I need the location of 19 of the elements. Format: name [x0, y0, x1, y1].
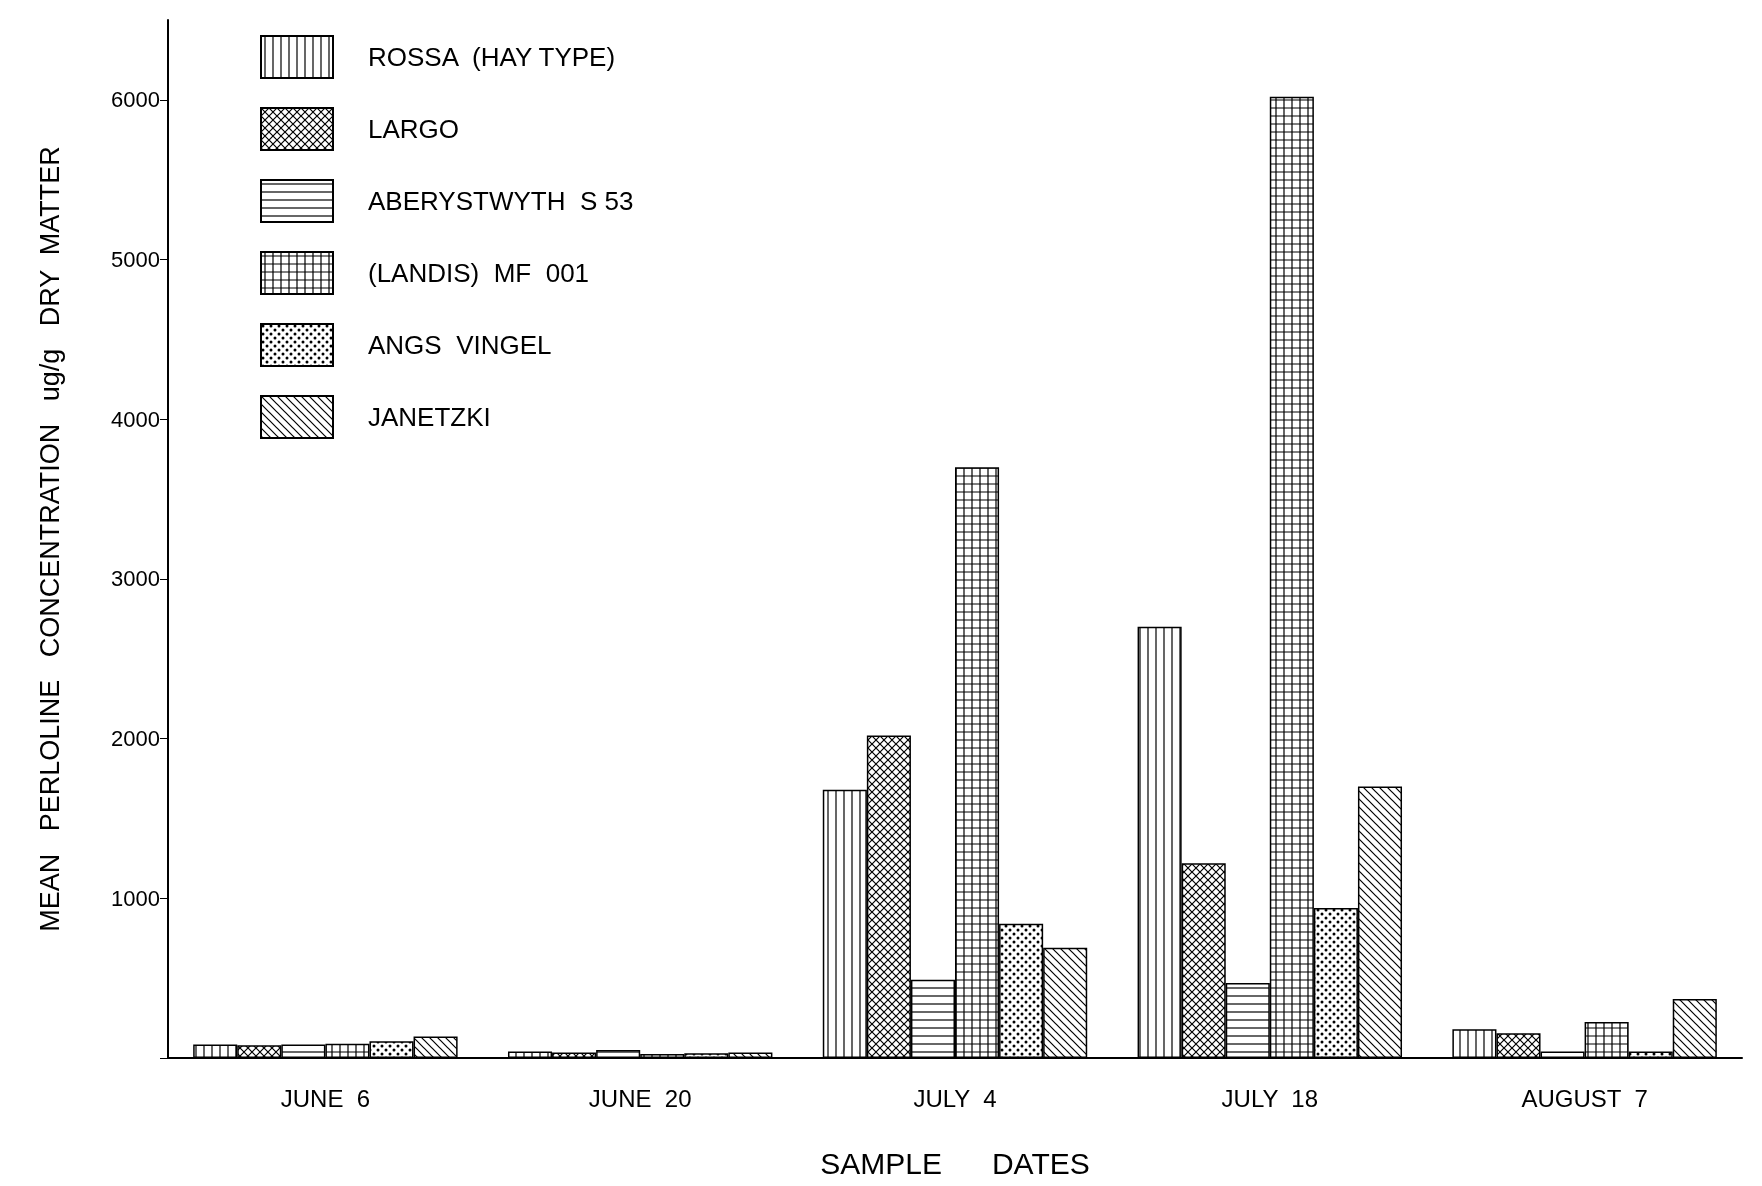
y-tick-label: 5000: [111, 247, 160, 273]
legend-label: JANETZKI: [368, 402, 491, 432]
x-tick-label: AUGUST 7: [1521, 1084, 1648, 1112]
x-tick-label: JUNE 20: [588, 1084, 692, 1112]
y-axis-title: MEAN PERLOLINE CONCENTRATION ug/g DRY MATTER: [34, 146, 65, 932]
legend-label: (LANDIS) MF 001: [368, 258, 590, 288]
y-tick-label: 3000: [111, 566, 160, 592]
legend-label: ABERYSTWYTH S 53: [368, 186, 634, 216]
legend-label: LARGO: [368, 114, 460, 144]
x-tick-label: JULY 4: [913, 1084, 997, 1112]
x-tick-label: JULY 18: [1221, 1084, 1319, 1112]
legend-label: ROSSA (HAY TYPE): [368, 42, 616, 72]
y-tick-label: 1000: [111, 885, 160, 911]
y-tick-label: 4000: [111, 406, 160, 432]
y-tick-label: 2000: [111, 726, 160, 752]
x-tick-label: JUNE 6: [280, 1084, 371, 1112]
y-tick-label: 6000: [111, 87, 160, 113]
legend-label: ANGS VINGEL: [368, 330, 552, 360]
x-axis-title: SAMPLE DATES: [820, 1146, 1090, 1180]
